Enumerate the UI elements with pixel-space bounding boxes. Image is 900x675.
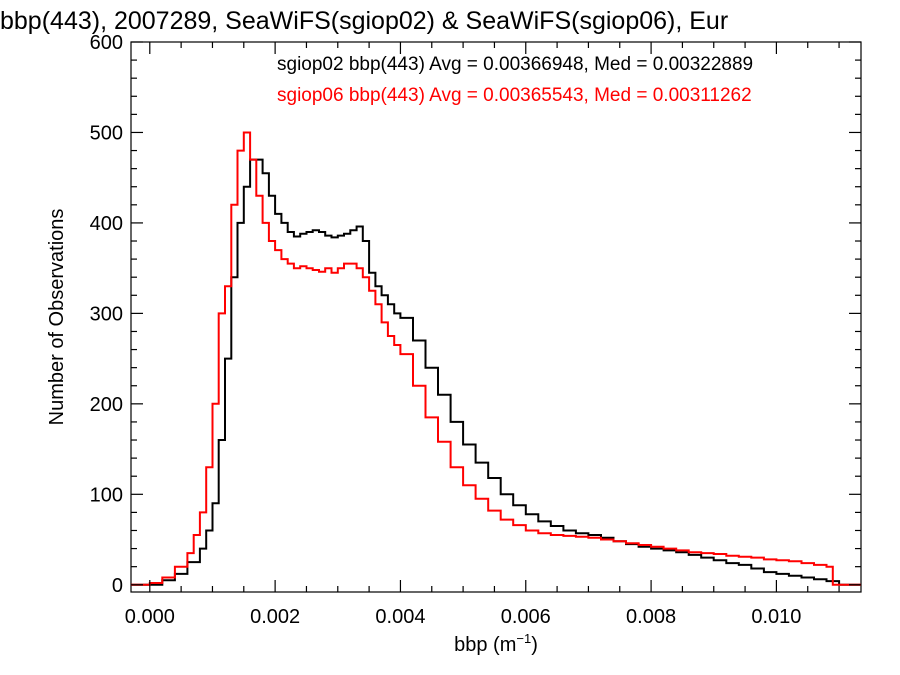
y-tick-label: 200 <box>90 394 123 416</box>
x-axis-label-superscript: −1 <box>516 631 531 646</box>
series-layer <box>131 131 861 586</box>
x-tick-label: 0.000 <box>125 606 175 628</box>
x-axis-label-close: ) <box>531 634 538 656</box>
x-tick-label: 0.004 <box>375 606 425 628</box>
series-line-sgiop06 <box>131 131 861 586</box>
y-tick-label: 100 <box>90 484 123 506</box>
y-tick-label: 600 <box>90 32 123 54</box>
annotation-sgiop06: sgiop06 bbp(443) Avg = 0.00365543, Med =… <box>277 85 752 106</box>
y-tick-label: 300 <box>90 303 123 325</box>
series-line-sgiop02 <box>131 158 861 586</box>
chart-title: bbp(443), 2007289, SeaWiFS(sgiop02) & Se… <box>0 7 728 35</box>
x-tick-label: 0.008 <box>626 606 676 628</box>
plot-frame <box>130 41 862 593</box>
x-tick-label: 0.002 <box>250 606 300 628</box>
y-axis-label: Number of Observations <box>46 209 68 426</box>
y-tick-label: 500 <box>90 122 123 144</box>
x-tick-label: 0.006 <box>501 606 551 628</box>
x-tick-label: 0.010 <box>751 606 801 628</box>
x-axis-label: bbp (m−1) <box>454 631 538 656</box>
tick-layer: 0.000 0.002 0.004 0.006 0.008 0.010 0 100 200 300… <box>90 32 861 628</box>
y-tick-label: 400 <box>90 213 123 235</box>
y-tick-label: 0 <box>112 575 123 597</box>
x-axis-label-main: bbp (m <box>454 634 516 656</box>
annotation-sgiop02: sgiop02 bbp(443) Avg = 0.00366948, Med =… <box>277 54 753 75</box>
